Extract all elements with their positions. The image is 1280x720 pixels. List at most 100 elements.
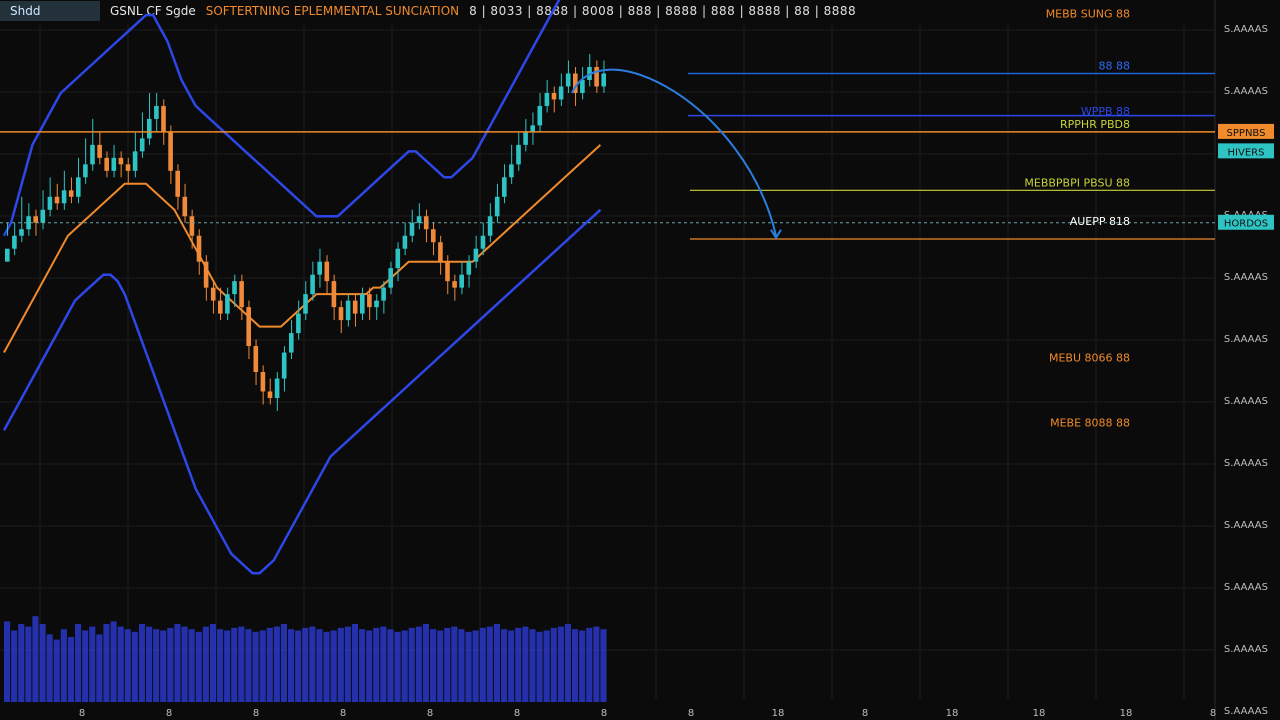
candle-body <box>203 261 209 288</box>
projection-arc <box>571 68 782 240</box>
time-tick-label: 8 <box>166 708 172 719</box>
volume-bar <box>103 624 110 702</box>
candle-body <box>487 216 493 236</box>
candle-body <box>352 300 358 314</box>
volume-bar <box>4 621 11 702</box>
volume-bar <box>359 629 366 702</box>
volume-bar <box>124 629 131 702</box>
volume-bar <box>167 627 174 702</box>
volume-bar <box>337 627 344 702</box>
price-tick-label: S.AAAAS <box>1224 582 1268 593</box>
volume-bar <box>373 627 380 702</box>
time-tick-label: 18 <box>772 708 785 719</box>
volume-bar <box>96 634 103 702</box>
candle-body <box>26 216 31 230</box>
candle-body <box>402 235 408 249</box>
volume-bar <box>82 630 89 702</box>
horizontal-levels[interactable] <box>0 72 1215 240</box>
ohlc-readout: 8 | 8033 | 8888 | 8008 | 888 | 8888 | 88… <box>469 4 857 18</box>
volume-bar <box>39 624 46 702</box>
candle-body <box>473 248 479 262</box>
volume-bar <box>25 626 32 702</box>
candle-body <box>480 235 486 249</box>
candle-body <box>459 274 464 288</box>
time-tick-label: 8 <box>427 708 433 719</box>
chart-grid <box>0 0 1216 720</box>
volume-bar <box>280 624 287 702</box>
candle-body <box>168 131 173 171</box>
volume-bar <box>415 626 422 702</box>
candle-body <box>12 235 17 249</box>
chart-title: GSNL CF Sgde <box>110 4 196 18</box>
candle-body <box>104 157 109 171</box>
time-tick-label: 8 <box>862 708 868 719</box>
candle-body <box>345 300 351 321</box>
volume-bar <box>67 637 74 702</box>
volume-bar <box>245 629 252 702</box>
candle-body <box>580 79 585 93</box>
price-tag-box <box>1218 143 1274 159</box>
volume-bar <box>146 626 153 702</box>
volume-bar <box>564 624 571 702</box>
volume-bar <box>302 627 309 702</box>
candle-body <box>381 287 386 301</box>
time-axis[interactable]: 8 8 8 8 8 8 8 8 18 8 18 18 18 8 <box>79 708 1216 719</box>
volume-bars <box>4 616 607 702</box>
time-tick-label: 8 <box>1210 708 1216 719</box>
volume-bar <box>430 629 437 702</box>
candle-body <box>509 164 514 178</box>
volume-bar <box>209 624 216 702</box>
volume-bar <box>529 629 536 702</box>
band-lower-line <box>2 208 602 575</box>
volume-bar <box>579 630 586 702</box>
volume-bar <box>266 627 273 702</box>
projection-curve <box>571 68 777 236</box>
volume-bar <box>408 627 415 702</box>
chart-subtitle: SOFTERTNING EPLEMMENTAL SUNCIATION <box>205 4 460 18</box>
candle-body <box>502 177 507 197</box>
candle-body <box>416 216 422 223</box>
candle-body <box>19 229 24 236</box>
volume-bar <box>131 631 138 702</box>
volume-bar <box>195 631 202 702</box>
price-tag-box <box>1218 214 1274 230</box>
candle-body <box>530 125 535 132</box>
candle-body <box>210 287 216 301</box>
volume-bar <box>451 626 458 702</box>
candle-body <box>253 346 259 373</box>
candle-body <box>551 92 557 100</box>
price-axis[interactable]: S.AAAAS S.AAAAS S.AAAAS S.AAAAS S.AAAAS S.AAA… <box>1218 24 1274 717</box>
volume-bar <box>479 627 486 702</box>
volume-bar <box>572 629 579 702</box>
candle-body <box>452 281 457 288</box>
time-tick-label: 18 <box>1033 708 1046 719</box>
volume-bar <box>46 634 53 702</box>
candle-body <box>54 196 60 204</box>
candle-body <box>267 391 273 398</box>
volume-bar <box>536 631 543 702</box>
candle-body <box>409 222 415 236</box>
candle-body <box>154 105 159 119</box>
candle-body <box>125 164 131 171</box>
volume-bar <box>174 624 181 702</box>
volume-bar <box>273 626 280 702</box>
volume-bar <box>465 631 472 702</box>
level-label: AUEPP 818 <box>1070 215 1130 228</box>
symbol-search-box[interactable]: Shdd <box>0 1 100 21</box>
volume-bar <box>18 624 25 702</box>
candle-body <box>367 294 372 308</box>
candle-body <box>246 307 251 347</box>
time-tick-label: 18 <box>946 708 959 719</box>
band-upper-line <box>2 0 561 237</box>
volume-bar <box>32 616 39 702</box>
price-tick-label: S.AAAAS <box>1224 520 1268 531</box>
candle-body <box>388 268 393 288</box>
volume-bar <box>252 631 259 702</box>
level-label: RPPHR PBD8 <box>1060 118 1130 131</box>
candle-body <box>438 242 443 262</box>
volume-bar <box>472 630 479 702</box>
price-tag-label: SPPNBS <box>1227 128 1266 139</box>
volume-bar <box>138 624 145 702</box>
candle-body <box>132 151 138 171</box>
